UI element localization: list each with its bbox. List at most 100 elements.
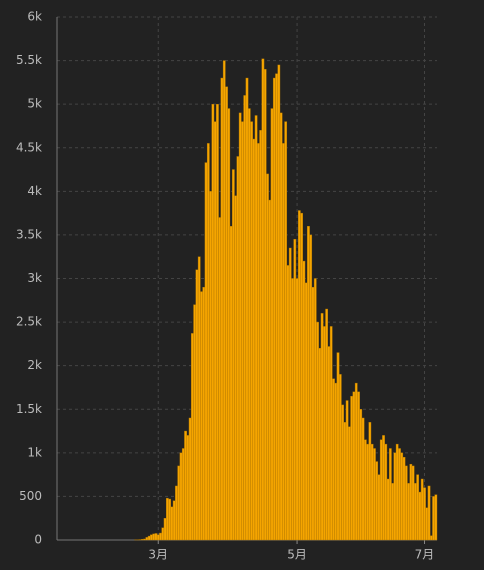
bar — [357, 391, 360, 541]
bar — [336, 352, 340, 541]
bar — [147, 535, 151, 541]
bar — [368, 422, 372, 541]
bar — [386, 478, 390, 541]
bar — [404, 465, 408, 541]
y-tick-label: 4.5k — [16, 140, 42, 154]
bar — [295, 278, 299, 541]
bar — [427, 485, 431, 541]
bar — [382, 435, 385, 541]
y-tick-label: 1.5k — [16, 402, 42, 416]
bar — [370, 443, 374, 541]
bar — [204, 162, 208, 541]
y-tick-label: 2.5k — [16, 315, 42, 329]
bar — [425, 507, 429, 541]
bar — [325, 308, 328, 541]
bar — [220, 77, 224, 541]
bar — [195, 269, 199, 541]
bar — [400, 452, 404, 541]
y-tick-label: 1k — [27, 445, 42, 459]
bar — [270, 108, 274, 541]
bar — [293, 239, 297, 541]
bar — [161, 527, 165, 541]
bar — [395, 443, 399, 541]
bar — [389, 448, 392, 541]
bar — [316, 321, 319, 541]
bar — [345, 400, 349, 541]
bar — [166, 497, 169, 541]
bar — [168, 498, 171, 541]
bar — [277, 64, 281, 541]
bar — [163, 518, 167, 541]
bar — [140, 539, 144, 541]
bar — [434, 494, 438, 541]
bar — [252, 138, 256, 541]
bar — [375, 461, 379, 541]
bar — [193, 304, 197, 541]
bar — [159, 532, 162, 541]
bar — [359, 409, 363, 541]
bar — [297, 210, 301, 541]
bar — [143, 538, 146, 541]
bar — [300, 212, 303, 541]
bar — [175, 485, 178, 541]
bar — [261, 58, 265, 541]
y-tick-label: 500 — [19, 489, 42, 503]
bar — [391, 483, 394, 541]
bar — [379, 439, 383, 541]
bar — [170, 506, 174, 541]
bar — [145, 537, 149, 541]
bar — [154, 533, 158, 541]
bar — [259, 130, 262, 541]
bar — [227, 108, 231, 541]
bar — [329, 326, 333, 541]
y-tick-label: 4k — [27, 184, 42, 198]
bar — [186, 435, 190, 541]
bar — [216, 103, 219, 541]
bar — [398, 448, 401, 541]
bar — [332, 378, 335, 541]
bar — [150, 534, 153, 541]
bar — [181, 448, 185, 541]
bar — [377, 474, 381, 541]
bar — [232, 169, 235, 541]
y-tick-label: 5.5k — [16, 53, 42, 67]
bar — [414, 483, 417, 541]
bar — [172, 500, 176, 541]
x-tick-label: 3月 — [148, 548, 168, 562]
bar — [213, 121, 217, 541]
y-tick-label: 6k — [27, 10, 42, 24]
bar — [338, 374, 342, 541]
bar — [320, 313, 324, 541]
bar — [156, 534, 160, 541]
y-tick-label: 2k — [27, 358, 42, 372]
bar — [373, 448, 376, 541]
bar — [423, 487, 426, 541]
bar — [254, 115, 258, 541]
bar — [241, 121, 244, 541]
bar — [247, 108, 251, 541]
bar — [229, 225, 233, 541]
bar — [268, 199, 272, 541]
bar — [366, 443, 369, 541]
bar — [202, 287, 206, 541]
bar — [313, 278, 317, 541]
bar — [307, 225, 310, 541]
bar — [350, 395, 354, 541]
bar — [222, 60, 226, 541]
bar — [218, 217, 222, 541]
bar — [188, 417, 192, 541]
bar — [284, 121, 288, 541]
bar — [327, 346, 331, 541]
y-tick-label: 5k — [27, 97, 42, 111]
bar — [341, 404, 344, 541]
bar — [243, 95, 247, 541]
bar — [409, 463, 413, 541]
bar — [236, 156, 240, 541]
bar — [200, 291, 203, 541]
bar — [152, 533, 156, 541]
bar — [402, 456, 406, 541]
bar — [361, 417, 365, 541]
bar — [411, 465, 415, 541]
